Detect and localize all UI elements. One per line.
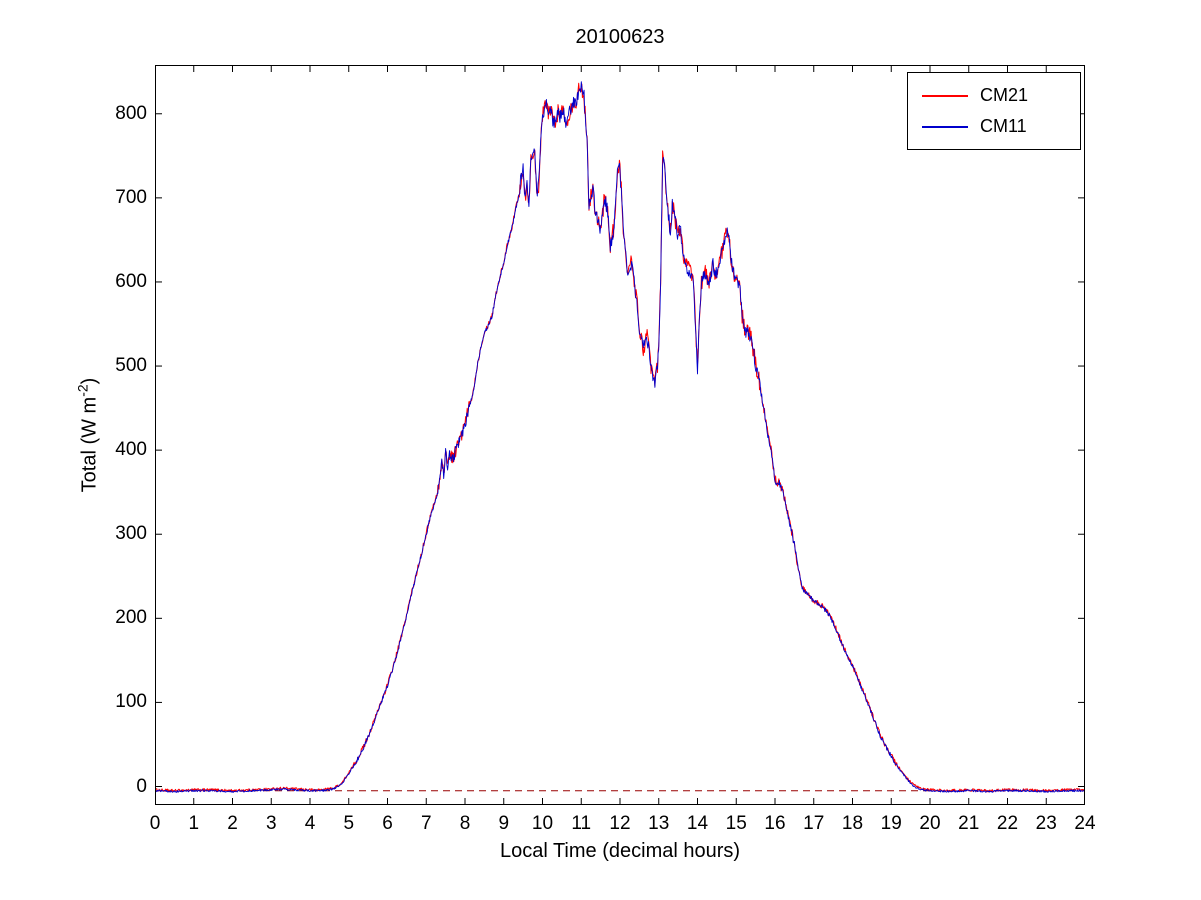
y-tick-label: 200: [115, 607, 147, 629]
x-tick-label: 16: [764, 813, 786, 834]
series-lines: [155, 81, 1085, 793]
x-tick-label: 13: [648, 813, 670, 834]
x-tick-label: 6: [382, 813, 393, 834]
series-line-cm11: [155, 81, 1085, 793]
x-tick-label: 24: [1074, 813, 1096, 834]
legend-line-sample-cm11: [922, 125, 968, 128]
y-tick-label: 100: [115, 691, 147, 713]
legend-entry-cm21: CM21: [908, 85, 1080, 106]
x-tick-label: 4: [304, 813, 316, 834]
x-tick-label: 12: [609, 813, 631, 834]
y-axis-label: Total (W m-2): [75, 378, 102, 493]
y-tick-label: 300: [115, 523, 147, 545]
x-tick-label: 7: [420, 813, 432, 834]
x-tick-label: 19: [880, 813, 902, 834]
x-tick-label: 8: [459, 813, 471, 834]
y-tick-label: 700: [115, 186, 147, 208]
y-tick-label: 600: [115, 270, 147, 292]
y-axis-label-end: ): [78, 377, 101, 385]
x-tick-label: 20: [919, 813, 941, 834]
x-tick-label: 10: [531, 813, 554, 834]
tick-marks: [155, 65, 1085, 805]
x-tick-label: 15: [725, 813, 747, 834]
x-tick-label: 22: [996, 813, 1019, 834]
x-tick-label: 1: [188, 813, 200, 834]
x-tick-label: 17: [803, 813, 825, 834]
y-tick-label: 0: [136, 775, 147, 797]
x-tick-label: 18: [841, 813, 864, 834]
legend-line-sample-cm21: [922, 94, 968, 97]
legend-label-cm21: CM21: [980, 85, 1029, 105]
x-tick-label: 21: [958, 813, 980, 834]
x-tick-label: 23: [1035, 813, 1057, 834]
y-tick-label: 500: [115, 355, 147, 377]
x-tick-label: 5: [343, 813, 355, 834]
x-tick-label: 11: [571, 813, 592, 834]
x-tick-label: 3: [265, 813, 277, 834]
x-tick-label: 2: [227, 813, 238, 834]
y-axis-label-exponent: -2: [74, 384, 91, 397]
legend-entry-cm11: CM11: [908, 116, 1080, 137]
legend-label-cm11: CM11: [980, 116, 1027, 136]
legend: CM21 CM11: [907, 72, 1081, 150]
x-tick-label: 14: [686, 813, 709, 834]
y-tick-label: 800: [115, 102, 147, 124]
series-line-cm21: [155, 82, 1085, 793]
chart-title: 20100623: [575, 26, 665, 48]
x-tick-label: 9: [498, 813, 510, 834]
x-tick-label: 0: [149, 813, 161, 834]
plot-area: [155, 65, 1085, 805]
x-axis-label: Local Time (decimal hours): [499, 840, 741, 862]
y-tick-label: 400: [115, 439, 147, 461]
